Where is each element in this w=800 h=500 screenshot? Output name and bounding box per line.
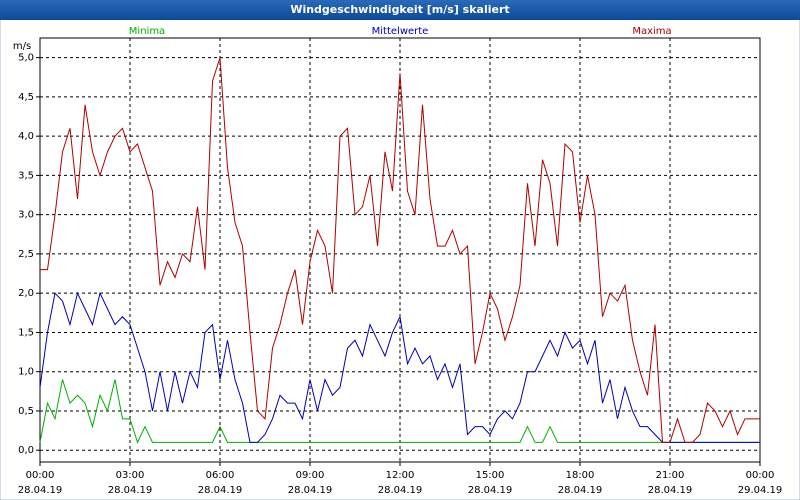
- x-tick-date: 28.04.19: [378, 485, 423, 496]
- data-line: [40, 57, 760, 443]
- y-tick-label: 0,0: [18, 445, 34, 456]
- x-tick-date: 28.04.19: [648, 485, 693, 496]
- x-tick-date: 28.04.19: [18, 485, 63, 496]
- x-tick-label: 09:00: [296, 470, 325, 481]
- data-line: [39, 291, 760, 443]
- x-tick-label: 18:00: [566, 470, 595, 481]
- y-tick-label: 4,0: [18, 131, 34, 142]
- legend-entry: Mittelwerte: [372, 26, 429, 37]
- x-tick-date: 28.04.19: [468, 485, 513, 496]
- y-axis-label: m/s: [13, 41, 31, 52]
- x-tick-label: 12:00: [386, 470, 415, 481]
- data-line: [39, 379, 760, 444]
- x-tick-label: 15:00: [476, 470, 505, 481]
- y-tick-label: 5,0: [18, 53, 34, 64]
- x-tick-label: 00:00: [26, 470, 55, 481]
- y-tick-label: 2,5: [18, 249, 34, 260]
- y-tick-label: 2,0: [18, 288, 34, 299]
- y-tick-label: 3,5: [18, 170, 34, 181]
- chart-title: Windgeschwindigkeit [m/s] skaliert: [290, 3, 509, 16]
- title-bar: [0, 0, 800, 20]
- x-tick-date: 29.04.19: [738, 485, 783, 496]
- x-tick-date: 28.04.19: [558, 485, 603, 496]
- x-tick-label: 06:00: [206, 470, 235, 481]
- y-tick-label: 3,0: [18, 210, 34, 221]
- legend-entry: Maxima: [632, 26, 671, 37]
- y-tick-label: 0,5: [18, 406, 34, 417]
- x-tick-label: 00:00: [746, 470, 775, 481]
- x-tick-date: 28.04.19: [288, 485, 333, 496]
- x-tick-label: 21:00: [656, 470, 685, 481]
- legend-entry: Minima: [129, 26, 165, 37]
- y-tick-label: 1,0: [18, 367, 34, 378]
- y-tick-label: 1,5: [18, 327, 34, 338]
- x-tick-date: 28.04.19: [108, 485, 153, 496]
- y-tick-label: 4,5: [18, 92, 34, 103]
- x-tick-label: 03:00: [116, 470, 145, 481]
- x-tick-date: 28.04.19: [198, 485, 243, 496]
